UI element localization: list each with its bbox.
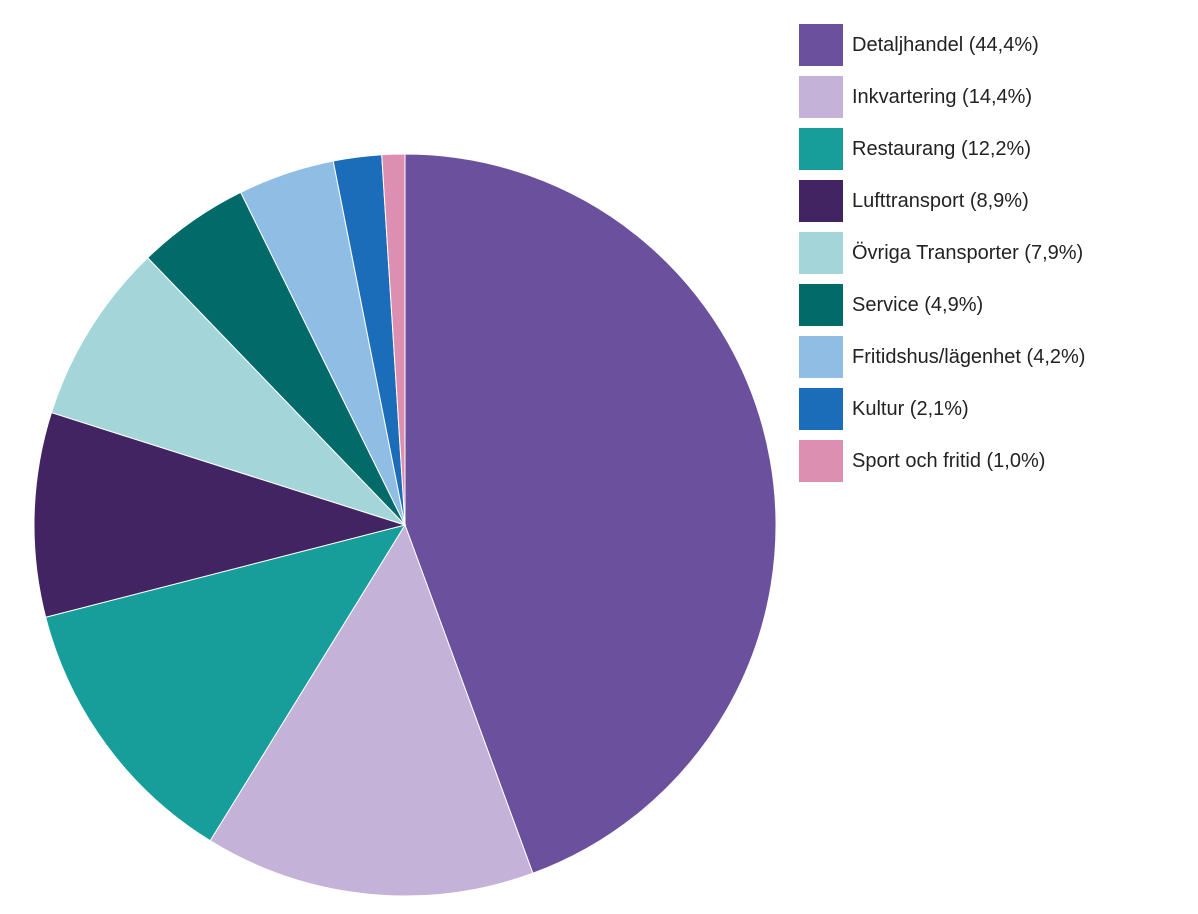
legend-swatch (799, 180, 843, 222)
legend-label: Fritidshus/lägenhet (4,2%) (852, 345, 1086, 368)
legend-item: Fritidshus/lägenhet (4,2%) (799, 336, 1085, 378)
pie-slice-sport-och-fritid (381, 153, 406, 526)
legend-label: Lufttransport (8,9%) (852, 189, 1029, 212)
legend-item: Inkvartering (14,4%) (799, 76, 1085, 118)
legend-swatch (799, 336, 843, 378)
legend-swatch (799, 440, 843, 482)
legend-item: Kultur (2,1%) (799, 388, 1085, 430)
pie-slice-inkvartering (209, 523, 534, 897)
legend-swatch (799, 284, 843, 326)
legend-label: Sport och fritid (1,0%) (852, 449, 1046, 472)
legend-label: Inkvartering (14,4%) (852, 85, 1033, 108)
legend-swatch (799, 388, 843, 430)
pie-chart (33, 153, 777, 897)
legend-item: Service (4,9%) (799, 284, 1085, 326)
pie-slice-restaurang (45, 524, 407, 842)
legend-item: Lufttransport (8,9%) (799, 180, 1085, 222)
legend-item: Sport och fritid (1,0%) (799, 440, 1085, 482)
legend-swatch (799, 76, 843, 118)
legend-item: Restaurang (12,2%) (799, 128, 1085, 170)
legend-swatch (799, 128, 843, 170)
pie-slice-detaljhandel (404, 153, 777, 874)
legend-label: Kultur (2,1%) (852, 397, 969, 420)
legend-item: Övriga Transporter (7,9%) (799, 232, 1085, 274)
legend-swatch (799, 232, 843, 274)
pie-slice-övriga-transporter (50, 257, 406, 526)
pie-slice-lufttransport (33, 411, 407, 618)
legend-label: Service (4,9%) (852, 293, 984, 316)
legend-label: Övriga Transporter (7,9%) (852, 241, 1084, 264)
legend-label: Restaurang (12,2%) (852, 137, 1031, 160)
legend-label: Detaljhandel (44,4%) (852, 33, 1039, 56)
legend: Detaljhandel (44,4%) Inkvartering (14,4%)… (799, 24, 1085, 492)
legend-item: Detaljhandel (44,4%) (799, 24, 1085, 66)
legend-swatch (799, 24, 843, 66)
